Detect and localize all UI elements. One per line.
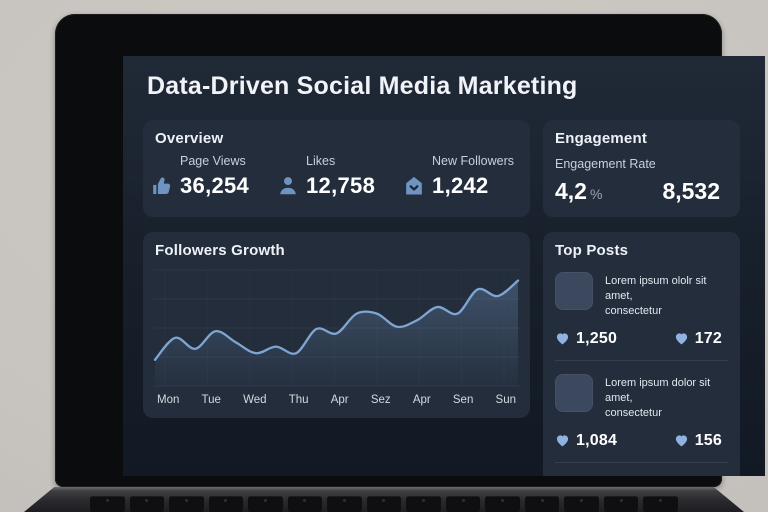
chart-x-axis-labels: Mon Tue Wed Thu Apr Sez Apr Sen Sun	[151, 394, 522, 406]
laptop-base	[24, 487, 744, 512]
post-caption: Lorem ipsum ololr sit amet, consectetur	[605, 275, 707, 317]
engagement-card: Engagement Engagement Rate 4,2% 8,532	[543, 120, 740, 217]
post-thumbnail	[555, 272, 593, 310]
x-axis-tick-label: Apr	[412, 394, 431, 406]
keyboard-key	[643, 496, 678, 512]
heart-icon	[675, 333, 687, 345]
like-count: 156	[694, 432, 722, 449]
followers-growth-chart	[151, 264, 522, 388]
metric-likes: Likes 12,758	[277, 154, 375, 199]
keyboard-key	[603, 496, 639, 512]
page-title: Data-Driven Social Media Marketing	[147, 72, 578, 100]
laptop-display: Data-Driven Social Media Marketing Overv…	[123, 56, 765, 476]
percent-unit: %	[589, 186, 603, 202]
engagement-card-title: Engagement	[555, 130, 648, 147]
person-icon	[280, 177, 296, 195]
keyboard-key	[169, 496, 204, 512]
x-axis-tick-label: Tue	[201, 394, 221, 406]
keyboard-key	[129, 496, 165, 512]
keyboard-key	[406, 496, 441, 512]
overview-metrics: Page Views 36,254 Likes	[143, 147, 530, 199]
chart-line	[153, 279, 520, 361]
heart-icon	[556, 435, 569, 447]
post-stats-row: 1,084 156	[555, 432, 728, 450]
keyboard-key	[564, 496, 599, 512]
followers-growth-card: Followers Growth Mon Tue Wed Thu Apr Sez Apr Se…	[143, 232, 530, 418]
followers-growth-title: Followers Growth	[155, 242, 285, 259]
like-count: 172	[694, 330, 722, 347]
metric-value: 36,254	[180, 173, 250, 198]
engagement-rate-label: Engagement Rate	[555, 157, 656, 171]
x-axis-tick-label: Sen	[452, 394, 474, 406]
x-axis-tick-label: Wed	[243, 394, 267, 406]
metric-label: New Followers	[432, 154, 514, 168]
home-check-icon	[406, 176, 422, 195]
keyboard-key	[248, 496, 283, 512]
post-item[interactable]: Lorem ipsum ololr sit amet, consectetur	[555, 272, 728, 319]
post-stats-row: 1,250 172	[555, 330, 728, 348]
divider	[555, 360, 728, 361]
keyboard-key	[366, 496, 402, 512]
metric-new-followers: New Followers 1,242	[403, 154, 514, 199]
keyboard-key	[208, 496, 244, 512]
metric-label: Page Views	[180, 154, 246, 168]
divider	[555, 462, 728, 463]
keyboard-key	[287, 496, 323, 512]
keyboard-row	[90, 496, 678, 512]
metric-page-views: Page Views 36,254	[151, 154, 249, 199]
x-axis-tick-label: Sez	[370, 394, 391, 406]
keyboard-key	[524, 496, 560, 512]
metric-value: 1,242	[432, 173, 489, 198]
top-posts-card: Top Posts Lorem ipsum ololr sit amet, co…	[543, 232, 740, 476]
overview-card: Overview Page Views 36,254 L	[143, 120, 530, 217]
post-caption: Lorem ipsum dolor sit amet, consectetur	[605, 377, 711, 419]
keyboard-key	[90, 496, 125, 512]
x-axis-tick-label: Apr	[330, 394, 349, 406]
laptop-bezel: Data-Driven Social Media Marketing Overv…	[55, 14, 765, 487]
x-axis-tick-label: Thu	[288, 394, 309, 406]
heart-icon	[675, 435, 687, 447]
post-item[interactable]: Lorem ipsum dolor sit amet, consectetur	[555, 374, 728, 421]
post-thumbnail	[555, 374, 593, 412]
metric-value: 12,758	[306, 173, 376, 198]
engagement-secondary-value: 8,532	[662, 178, 720, 204]
heart-icon	[556, 333, 569, 345]
metric-label: Likes	[306, 154, 336, 168]
keyboard-key	[485, 496, 520, 512]
thumbs-up-icon	[153, 177, 171, 194]
x-axis-tick-label: Sun	[495, 394, 516, 406]
x-axis-tick-label: Mon	[157, 394, 180, 406]
keyboard-key	[445, 496, 481, 512]
like-count: 1,084	[576, 432, 618, 449]
top-posts-title: Top Posts	[555, 242, 629, 259]
keyboard-key	[327, 496, 362, 512]
area-chart	[153, 269, 520, 387]
overview-card-title: Overview	[155, 130, 224, 147]
like-count: 1,250	[576, 330, 618, 347]
engagement-rate-value: 4,2%	[555, 178, 603, 204]
